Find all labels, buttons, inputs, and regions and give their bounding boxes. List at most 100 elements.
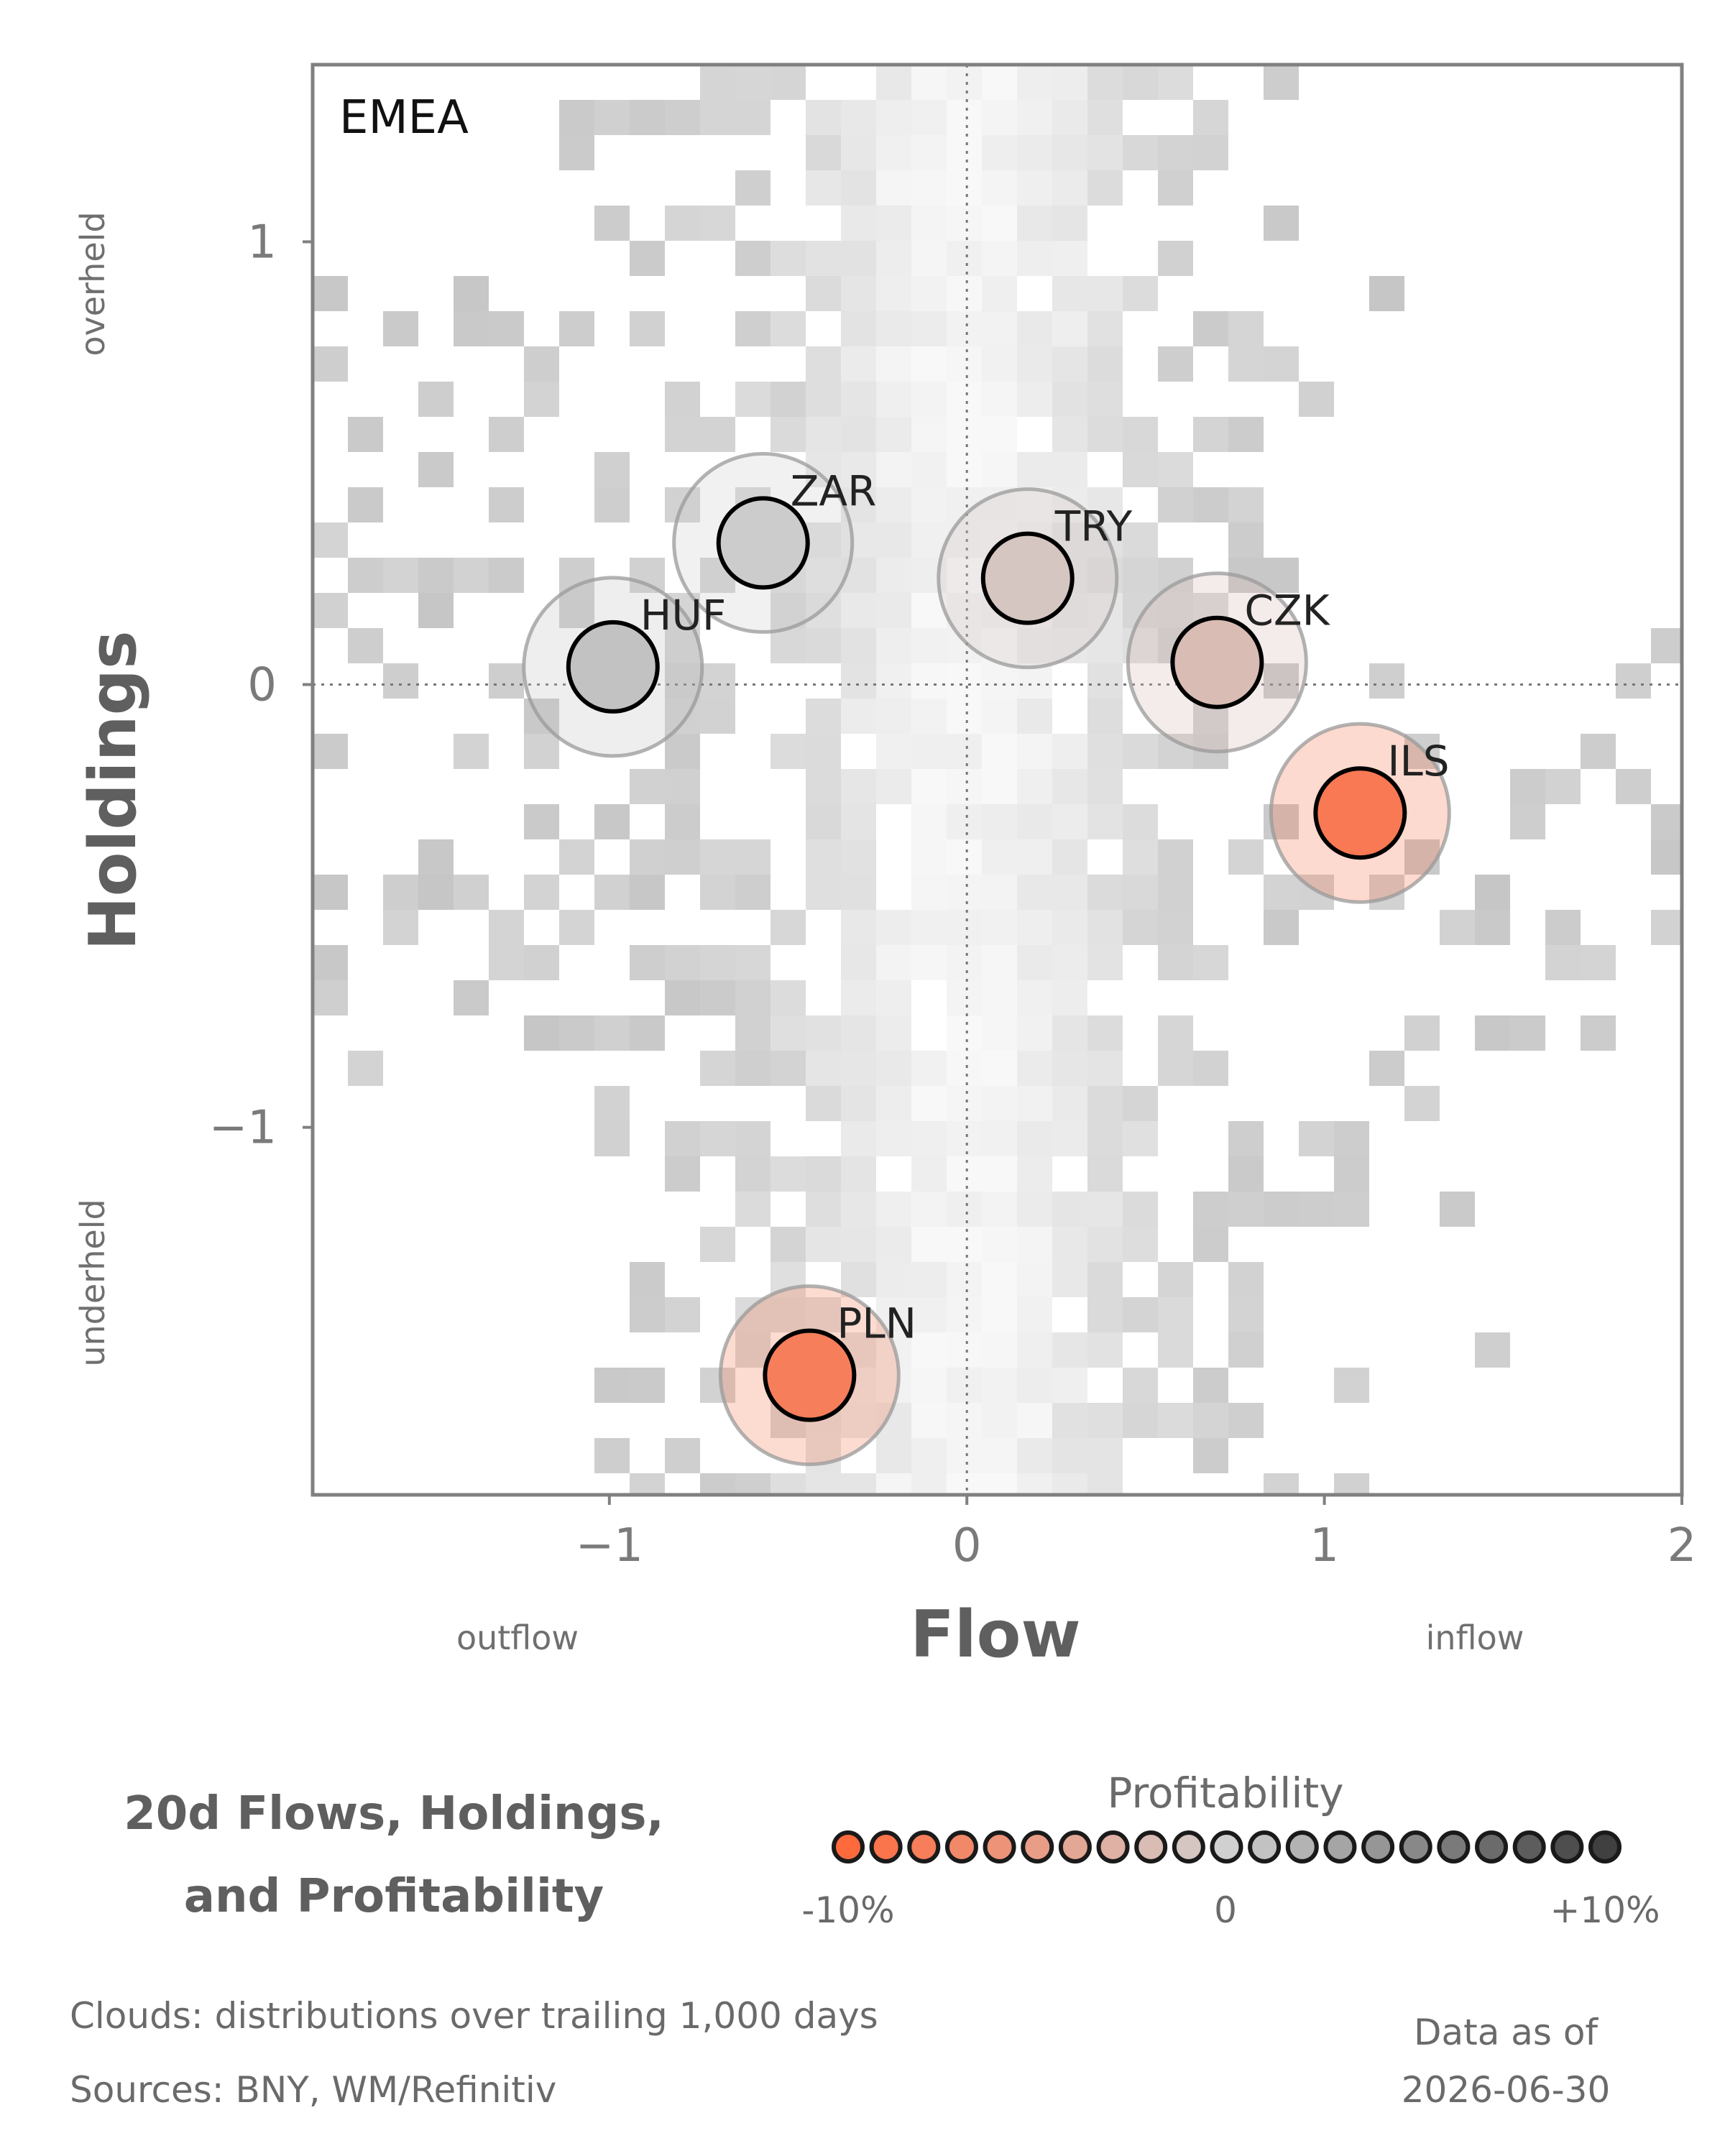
cloud-cell xyxy=(1017,734,1052,769)
cloud-cell xyxy=(313,875,348,910)
cloud-cell xyxy=(806,170,841,206)
cloud-cell xyxy=(1193,1368,1228,1403)
cloud-cell xyxy=(418,875,454,910)
cloud-cell xyxy=(524,382,559,417)
point-ils[interactable]: ILS xyxy=(1269,722,1451,904)
point-czk[interactable]: CZK xyxy=(1126,571,1331,754)
cloud-cell xyxy=(806,1227,841,1262)
cloud-cell xyxy=(841,945,876,980)
cloud-cell xyxy=(1158,170,1193,206)
cloud-cell xyxy=(665,839,700,875)
cloud-cell xyxy=(982,699,1017,734)
plot-frame xyxy=(310,63,1684,1497)
cloud-cell xyxy=(665,382,700,417)
cloud-cell xyxy=(982,1051,1017,1086)
cloud-cell xyxy=(876,417,911,452)
cloud-cell xyxy=(1404,839,1440,875)
cloud-cell xyxy=(1087,1051,1123,1086)
cloud-cell xyxy=(735,1332,770,1368)
cloud-cell xyxy=(1052,980,1087,1015)
cloud-cell xyxy=(982,1438,1017,1473)
cloud-cell xyxy=(1264,346,1299,382)
cloud-cell xyxy=(770,65,806,100)
cloud-cell xyxy=(418,558,454,593)
x-axis-title: Flow xyxy=(910,1597,1080,1672)
cloud-cell xyxy=(700,1368,735,1403)
cloud-cell xyxy=(1017,1262,1052,1297)
legend-swatch xyxy=(1437,1830,1471,1864)
cloud-cell xyxy=(947,311,982,346)
cloud-cell xyxy=(630,1262,665,1297)
point-pln[interactable]: PLN xyxy=(718,1284,916,1467)
cloud-cell xyxy=(947,1192,982,1227)
cloud-cell xyxy=(1017,1332,1052,1368)
cloud-cell xyxy=(1334,1368,1369,1403)
cloud-cell xyxy=(947,1332,982,1368)
cloud-cell xyxy=(735,65,770,100)
cloud-cell xyxy=(841,1121,876,1156)
cloud-cell xyxy=(735,1192,770,1227)
cloud-cell xyxy=(1017,65,1052,100)
point-zar[interactable]: ZAR xyxy=(672,451,877,634)
cloud-cell xyxy=(1510,769,1545,804)
density-cloud xyxy=(313,65,1682,1495)
point-huf[interactable]: HUF xyxy=(522,576,726,758)
cloud-cell xyxy=(806,839,841,875)
cloud-cell xyxy=(841,663,876,699)
cloud-cell xyxy=(841,1262,876,1297)
cloud-cell xyxy=(1052,452,1087,487)
cloud-cell xyxy=(947,452,982,487)
cloud-cell xyxy=(735,875,770,910)
cloud-cell xyxy=(1087,628,1123,663)
cloud-cell xyxy=(559,100,594,135)
cloud-cell xyxy=(806,1473,841,1495)
legend-swatch xyxy=(1399,1830,1432,1864)
cloud-cell xyxy=(876,593,911,628)
cloud-cell xyxy=(770,1015,806,1051)
cloud-cell xyxy=(489,945,524,980)
cloud-cell xyxy=(1017,945,1052,980)
cloud-cell xyxy=(735,839,770,875)
y-tick-label: −1 xyxy=(209,1102,277,1155)
cloud-cell xyxy=(982,100,1017,135)
cloud-cell xyxy=(1123,135,1158,170)
cloud-cell xyxy=(876,945,911,980)
cloud-cell xyxy=(911,769,947,804)
cloud-cell xyxy=(594,1121,630,1156)
cloud-cell xyxy=(1299,1121,1334,1156)
cloud-cell xyxy=(947,1156,982,1192)
cloud-cell xyxy=(524,734,559,769)
cloud-cell xyxy=(911,945,947,980)
cloud-cell xyxy=(1158,1403,1193,1438)
cloud-cell xyxy=(1475,1015,1510,1051)
cloud-cell xyxy=(1581,1015,1616,1051)
cloud-cell xyxy=(982,1227,1017,1262)
cloud-cell xyxy=(806,1297,841,1332)
cloud-cell xyxy=(982,65,1017,100)
cloud-cell xyxy=(982,382,1017,417)
cloud-cell xyxy=(911,276,947,311)
cloud-cell xyxy=(735,1051,770,1086)
cloud-cell xyxy=(665,1438,700,1473)
x-tick-label: 2 xyxy=(1668,1519,1697,1572)
cloud-cell xyxy=(1158,839,1193,875)
cloud-cell xyxy=(1017,875,1052,910)
x-high-hint: inflow xyxy=(1426,1618,1524,1657)
point-try[interactable]: TRY xyxy=(937,487,1133,670)
cloud-cell xyxy=(947,1368,982,1403)
cloud-cell xyxy=(1158,1297,1193,1332)
cloud-cell xyxy=(594,452,630,487)
cloud-cell xyxy=(1123,804,1158,839)
cloud-cell xyxy=(1087,1473,1123,1495)
cloud-cell xyxy=(1017,1438,1052,1473)
cloud-cell xyxy=(700,699,735,734)
cloud-cell xyxy=(313,980,348,1015)
legend-swatch xyxy=(1361,1830,1395,1864)
cloud-cell xyxy=(1052,910,1087,945)
cloud-cell xyxy=(735,170,770,206)
cloud-cell xyxy=(911,206,947,241)
cloud-cell xyxy=(770,1051,806,1086)
cloud-cell xyxy=(700,875,735,910)
cloud-cell xyxy=(841,1051,876,1086)
cloud-cell xyxy=(841,1015,876,1051)
